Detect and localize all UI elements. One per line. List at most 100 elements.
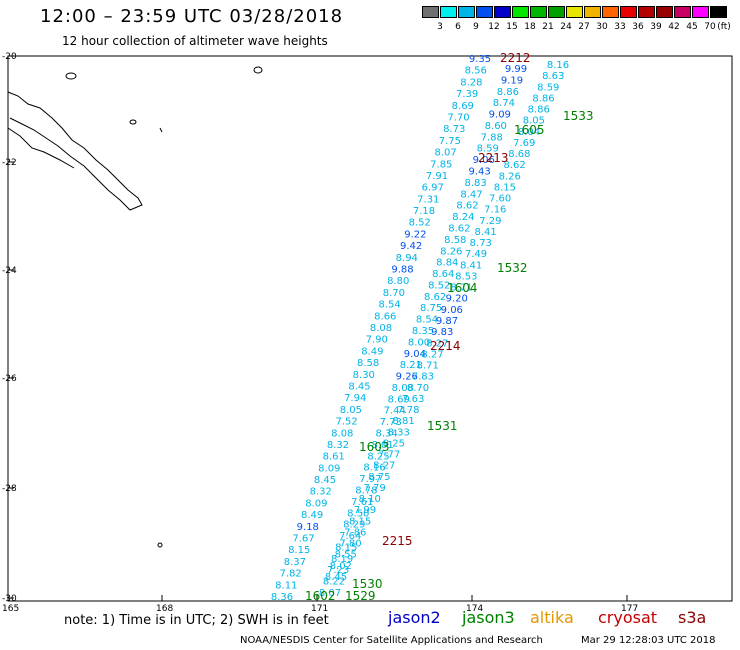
track-time-label: 2215 (382, 534, 413, 548)
track-time-label: 2213 (478, 151, 509, 165)
swh-point: 8.73 (443, 124, 465, 135)
swh-point: 8.09 (305, 498, 327, 509)
swh-point: 8.27 (421, 349, 443, 360)
swh-point: 8.32 (310, 487, 332, 498)
colorbar-swatch (566, 6, 583, 18)
legend-cryosat: cryosat (598, 608, 658, 627)
swh-point: 9.43 (468, 167, 490, 178)
swh-point: 8.25 (383, 438, 405, 449)
swh-point: 8.60 (485, 121, 507, 132)
swh-point: 8.62 (448, 224, 470, 235)
swh-point: 8.59 (537, 82, 559, 93)
colorbar-swatch (620, 6, 637, 18)
footer-note: note: 1) Time is in UTC; 2) SWH is in fe… (64, 613, 329, 628)
swh-point: 8.09 (318, 463, 340, 474)
swh-point: 8.54 (378, 300, 400, 311)
swh-point: 9.35 (469, 54, 491, 65)
island-coast (7, 127, 75, 169)
swh-point: 7.73 (380, 417, 402, 428)
swh-point: 9.18 (297, 522, 319, 533)
swh-point: 8.10 (359, 494, 381, 505)
track-time-label: 1531 (427, 419, 458, 433)
swh-point: 7.16 (484, 205, 506, 216)
colorbar-swatch (692, 6, 709, 18)
swh-point: 7.63 (402, 394, 424, 405)
swh-point: 8.02 (330, 561, 352, 572)
swh-point: 8.75 (420, 303, 442, 314)
swh-point: 7.23 (327, 565, 349, 576)
colorbar-label: 6 (455, 22, 461, 32)
swh-point: 8.35 (412, 326, 434, 337)
swh-point: 9.42 (400, 241, 422, 252)
swh-point: 8.15 (349, 516, 371, 527)
swh-point: 8.27 (426, 338, 448, 349)
swh-point: 8.53 (455, 272, 477, 283)
swh-point: 8.26 (499, 171, 521, 182)
colorbar-label: 18 (524, 22, 536, 32)
colorbar-label: 33 (614, 22, 626, 32)
swh-point: 8.86 (532, 93, 554, 104)
swh-point: 9.26 (396, 372, 418, 383)
swh-point: 8.07 (319, 588, 341, 599)
colorbar-swatch (656, 6, 673, 18)
swh-point: 8.28 (460, 77, 482, 88)
colorbar-label: 9 (473, 22, 479, 32)
swh-point: 9.06 (473, 155, 495, 166)
coastline (7, 66, 263, 548)
swh-point: 8.11 (275, 580, 297, 591)
swh-point: 7.31 (417, 194, 439, 205)
lat-label: -28 (2, 484, 17, 494)
swh-point: 7.77 (378, 450, 400, 461)
swh-point: 8.80 (387, 276, 409, 287)
colorbar-label: 39 (650, 22, 662, 32)
lat-label: -24 (2, 266, 17, 276)
lat-label: -26 (2, 374, 17, 384)
swh-point: 9.19 (501, 75, 523, 86)
page-title: 12:00 – 23:59 UTC 03/28/2018 (40, 6, 344, 27)
page-subtitle: 12 hour collection of altimeter wave hei… (62, 34, 328, 48)
legend-s3a: s3a (678, 608, 707, 627)
colorbar-label: 36 (632, 22, 644, 32)
swh-point: 7.90 (366, 335, 388, 346)
swh-point: 8.81 (392, 416, 414, 427)
swh-point: 8.07 (434, 148, 456, 159)
lat-label: -30 (2, 594, 17, 604)
swh-point: 7.64 (339, 531, 361, 542)
colorbar-swatch (548, 6, 565, 18)
swh-point: 8.58 (444, 235, 466, 246)
lon-label: 165 (2, 604, 19, 614)
swh-point: 9.87 (436, 316, 458, 327)
colorbar-swatch (494, 6, 511, 18)
colorbar-swatch (476, 6, 493, 18)
swh-point: 8.04 (518, 127, 540, 138)
colorbar-label: 24 (560, 22, 572, 32)
swh-point: 8.21 (400, 360, 422, 371)
swh-point: 7.60 (489, 194, 511, 205)
colorbar-label: 21 (542, 22, 554, 32)
swh-point: 7.75 (439, 136, 461, 147)
swh-point: 9.04 (404, 349, 426, 360)
colorbar-swatch (674, 6, 691, 18)
swh-point: 8.05 (340, 405, 362, 416)
swh-point: 9.99 (505, 64, 527, 75)
swh-point: 8.70 (407, 383, 429, 394)
swh-point: 8.24 (452, 212, 474, 223)
track-points: 9.358.568.287.398.697.708.737.758.077.85… (271, 54, 569, 603)
map-border (7, 55, 733, 602)
colorbar-label: 42 (668, 22, 680, 32)
swh-point: 8.49 (301, 510, 323, 521)
track-time-label: 1530 (352, 577, 383, 591)
colorbar-swatch (710, 6, 727, 18)
track-time-label: 2212 (500, 51, 531, 65)
swh-point: 8.47 (460, 189, 482, 200)
track-time-label: 1603 (359, 440, 390, 454)
colorbar-label: 12 (488, 22, 500, 32)
swh-point: 7.67 (292, 534, 314, 545)
swh-point: 8.54 (416, 315, 438, 326)
swh-point: 9.06 (441, 305, 463, 316)
lon-label: 174 (466, 604, 483, 614)
swh-point: 8.86 (497, 87, 519, 98)
swh-point: 8.64 (432, 269, 454, 280)
swh-point: 8.05 (523, 116, 545, 127)
